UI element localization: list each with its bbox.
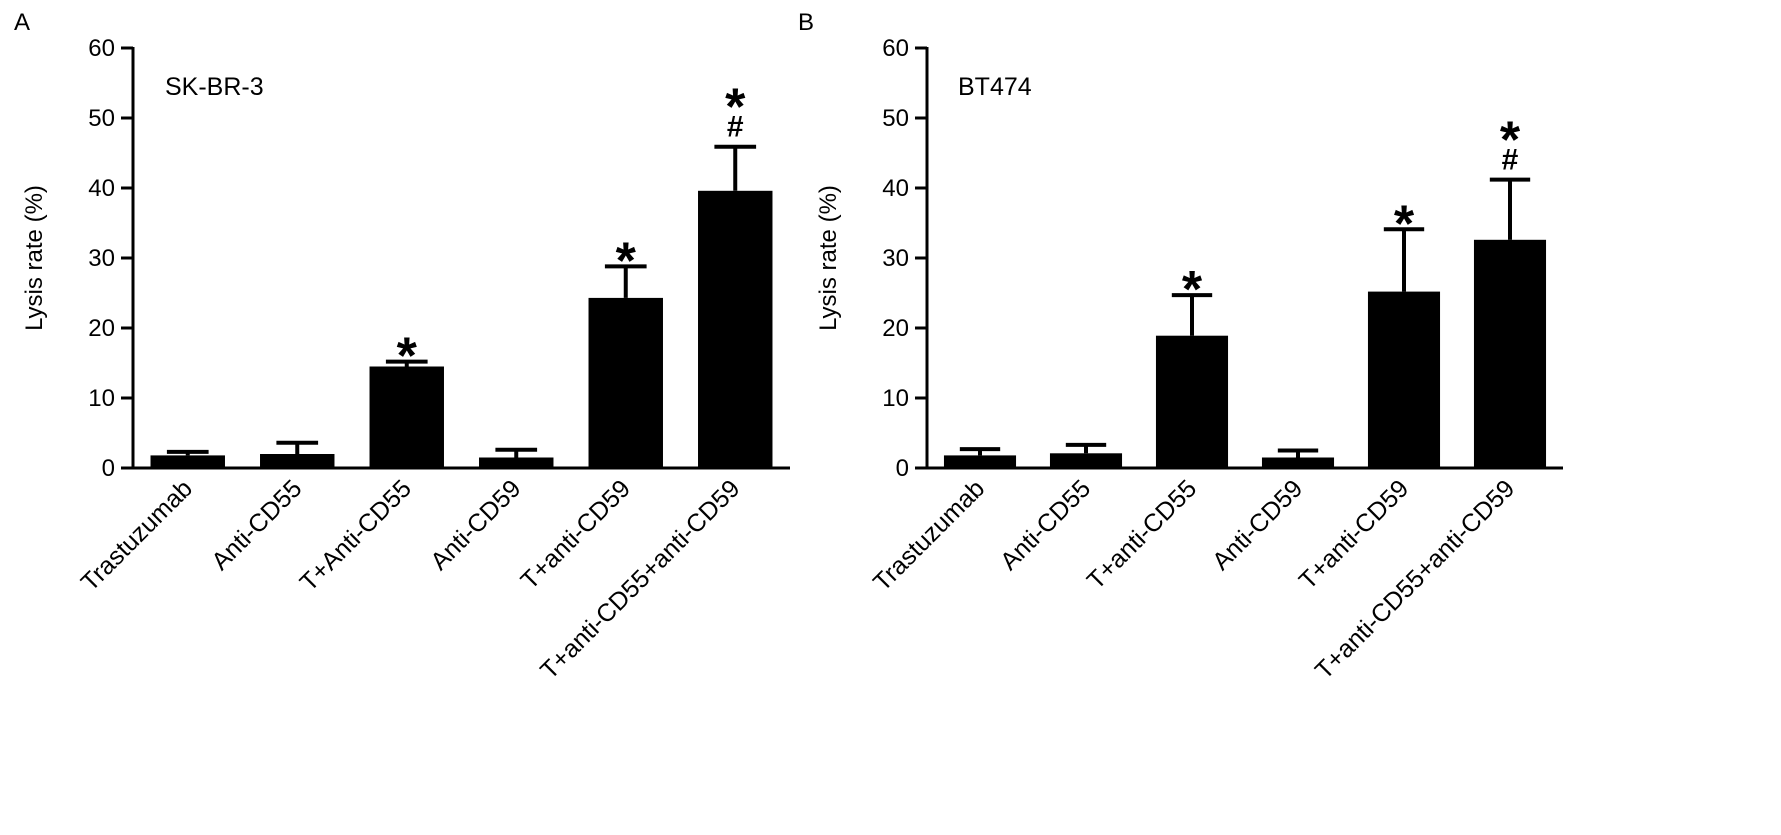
category-label: T+anti-CD59 — [515, 474, 636, 595]
significance-star: * — [616, 232, 637, 290]
category-label: T+anti-CD55 — [1082, 474, 1203, 595]
y-tick-label: 50 — [882, 105, 909, 132]
bar — [260, 454, 335, 468]
bar — [1155, 335, 1229, 468]
bar — [1367, 291, 1441, 468]
significance-star: * — [725, 79, 746, 137]
chart-panel-b: B BT474 Lysis rate (%) 0 10 20 30 40 50 60 Trastuz… — [798, 9, 1563, 685]
y-tick-label: 0 — [896, 455, 909, 482]
category-label: T+anti-CD59 — [1294, 474, 1415, 595]
significance-star: * — [1394, 195, 1415, 253]
y-tick-label: 30 — [882, 245, 909, 272]
bar — [1261, 457, 1335, 468]
significance-star: * — [397, 328, 418, 386]
chart-title: SK-BR-3 — [165, 73, 264, 101]
category-label: Anti-CD59 — [1207, 474, 1308, 575]
y-tick-label: 60 — [88, 35, 115, 62]
y-axis-label: Lysis rate (%) — [21, 185, 48, 331]
significance-hash: # — [1502, 144, 1519, 177]
category-label: T+Anti-CD55 — [295, 474, 417, 596]
chart-title: BT474 — [958, 73, 1032, 101]
panel-label: B — [798, 9, 814, 36]
category-label: Anti-CD59 — [425, 474, 526, 575]
bar — [943, 455, 1017, 468]
y-tick-label: 40 — [882, 175, 909, 202]
y-tick-label: 30 — [88, 245, 115, 272]
bar — [588, 297, 663, 468]
bar — [1473, 239, 1547, 468]
y-tick-label: 60 — [882, 35, 909, 62]
bar — [369, 366, 444, 468]
bar — [698, 190, 773, 469]
panel-label: A — [14, 9, 30, 36]
y-tick-label: 0 — [102, 455, 115, 482]
y-tick-label: 10 — [882, 385, 909, 412]
significance-star: * — [1182, 261, 1203, 319]
bar — [150, 455, 225, 468]
significance-star: * — [1500, 112, 1521, 170]
category-label: Anti-CD55 — [206, 474, 307, 575]
category-label: T+anti-CD55+anti-CD59 — [1310, 474, 1520, 684]
y-tick-label: 10 — [88, 385, 115, 412]
category-label: Anti-CD55 — [995, 474, 1096, 575]
chart-panel-a: A SK-BR-3 Lysis rate (%) 0 10 20 30 40 50 60 Trast… — [14, 9, 790, 685]
significance-hash: # — [727, 111, 744, 144]
y-tick-label: 50 — [88, 105, 115, 132]
category-label: Trastuzumab — [868, 474, 990, 596]
y-tick-label: 40 — [88, 175, 115, 202]
bar — [1049, 453, 1123, 468]
bar — [479, 457, 554, 468]
category-label: Trastuzumab — [76, 474, 198, 596]
y-axis-label: Lysis rate (%) — [815, 185, 842, 331]
y-tick-label: 20 — [882, 315, 909, 342]
y-tick-label: 20 — [88, 315, 115, 342]
category-label: T+anti-CD55+anti-CD59 — [535, 474, 745, 684]
